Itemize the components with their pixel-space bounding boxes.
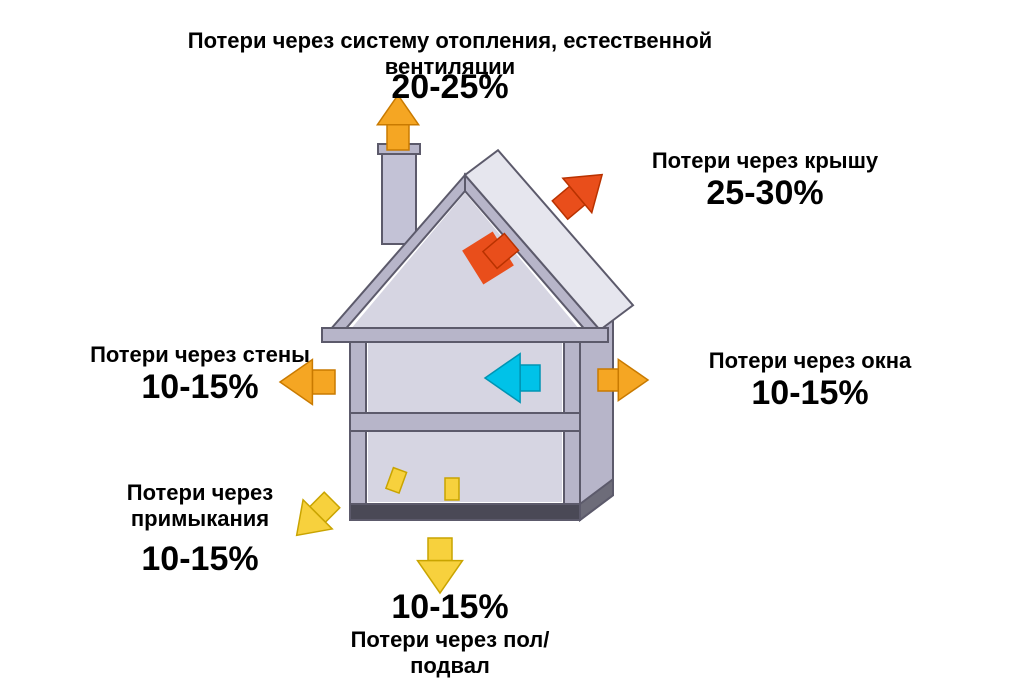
value-walls-text: 10-15% (70, 368, 330, 407)
label-windows: Потери через окна 10-15% (680, 348, 940, 413)
value-windows-text: 10-15% (680, 374, 940, 413)
heat-loss-diagram: Потери через систему отопления, естестве… (0, 0, 1024, 682)
label-walls: Потери через стены 10-15% (70, 342, 330, 407)
value-ventilation-text: 20-25% (290, 68, 610, 107)
label-floor: 10-15% Потери через пол/подвал (320, 588, 580, 679)
label-floor-text: Потери через пол/подвал (320, 627, 580, 679)
label-joints-text: Потери через примыкания (90, 480, 310, 532)
label-joints: Потери через примыкания 10-15% (90, 480, 310, 579)
label-roof: Потери через крышу 25-30% (620, 148, 910, 213)
label-windows-text: Потери через окна (680, 348, 940, 374)
value-roof-text: 25-30% (620, 174, 910, 213)
value-floor-text: 10-15% (320, 588, 580, 627)
value-ventilation: 20-25% (290, 68, 610, 107)
label-walls-text: Потери через стены (70, 342, 330, 368)
value-joints-text: 10-15% (90, 540, 310, 579)
arrow-floor-down (418, 538, 463, 593)
label-roof-text: Потери через крышу (620, 148, 910, 174)
arrow-floor-marker2 (445, 478, 459, 500)
